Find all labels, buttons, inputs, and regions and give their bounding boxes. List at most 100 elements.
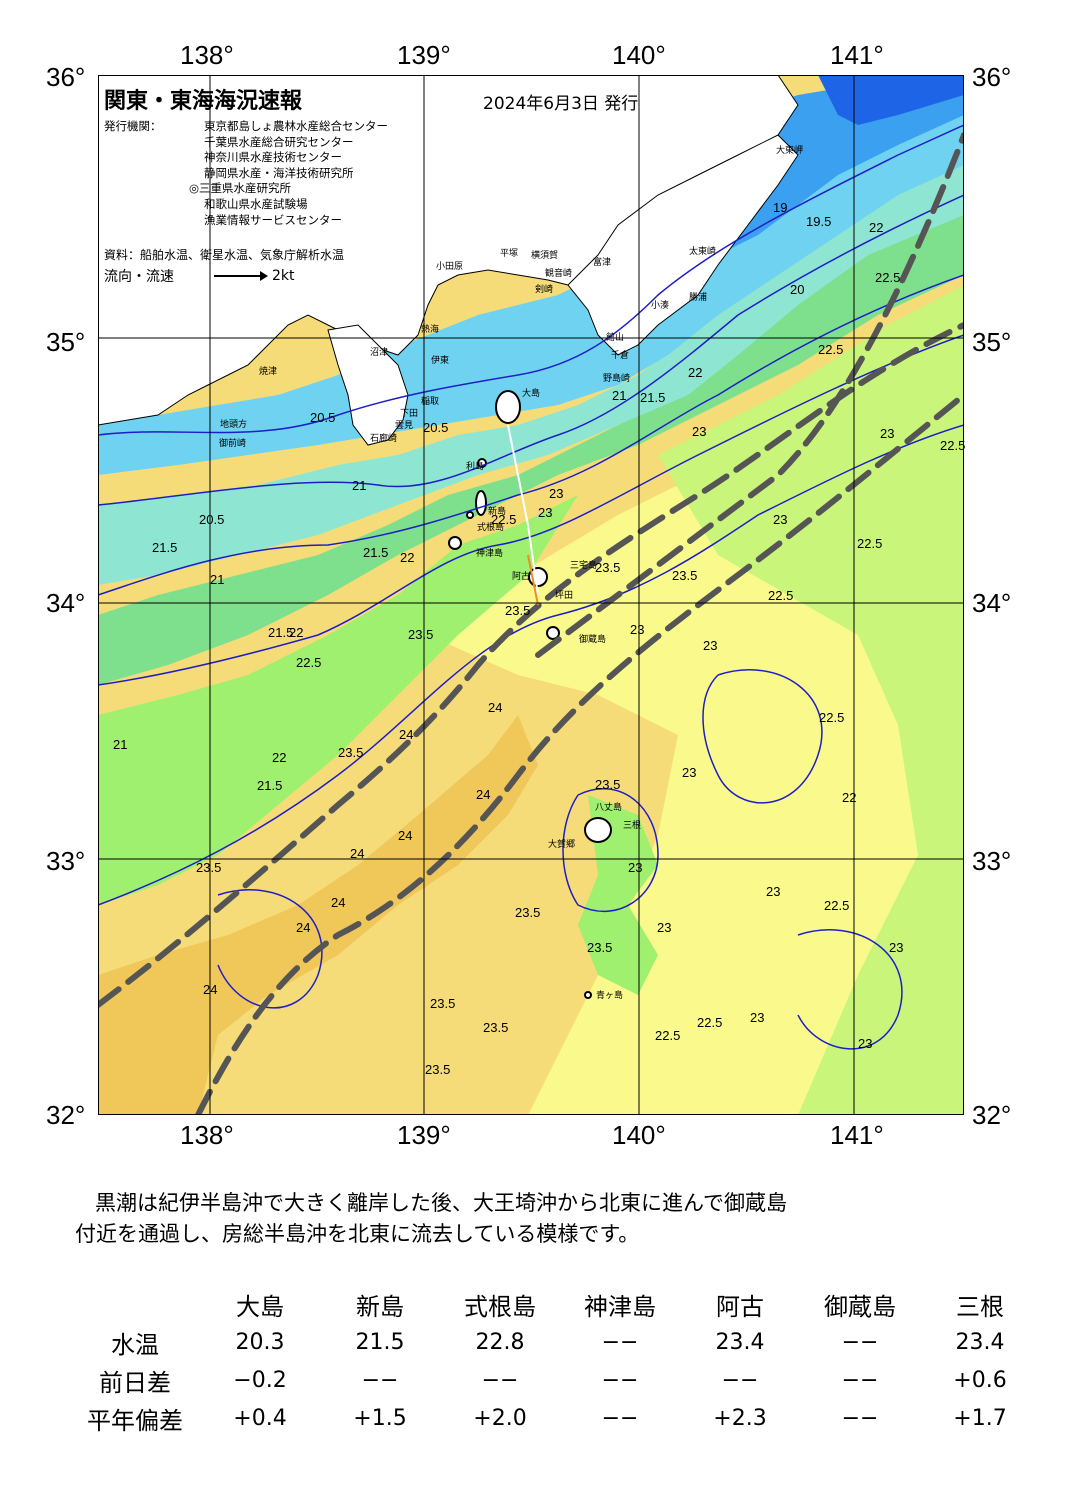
isotherm-label: 22	[289, 625, 304, 640]
isotherm-label: 21	[352, 478, 367, 493]
table-cell: +2.3	[713, 1405, 767, 1431]
place-label: 横須賀	[531, 251, 559, 261]
isotherm-label: 23	[682, 765, 697, 780]
place-label: 平塚	[500, 249, 519, 259]
isotherm-label: 22	[272, 750, 287, 765]
lat-label-left-36: 36°	[46, 62, 86, 92]
isotherm-label: 22.5	[296, 655, 322, 670]
issuer-item: 東京都島しょ農林水産総合センター	[204, 119, 388, 133]
isotherm-label: 23	[703, 638, 718, 653]
place-label: 新島	[488, 507, 507, 517]
column-header: 神津島	[584, 1292, 656, 1321]
table-cell: −−	[841, 1405, 879, 1431]
island-niijima	[475, 490, 487, 516]
lat-label-left-35: 35°	[46, 327, 86, 357]
lat-label-left-32: 32°	[46, 1100, 86, 1130]
isotherm-label: 22.5	[655, 1028, 681, 1043]
isotherm-label: 23.5	[595, 560, 621, 575]
map-title: 関東・東海海況速報	[104, 89, 303, 114]
isotherm-label: 22.5	[818, 342, 844, 357]
isotherm-label: 24	[203, 982, 218, 997]
band-21-21-5	[98, 155, 964, 585]
place-label: 坪田	[555, 591, 574, 601]
table-cell: −−	[721, 1367, 759, 1393]
column-header: 御蔵島	[824, 1292, 896, 1321]
table-cell: −−	[601, 1405, 639, 1431]
isotherm-label: 20.5	[310, 410, 336, 425]
table-cell: 20.3	[235, 1329, 285, 1355]
isotherm-label: 22	[688, 365, 703, 380]
flow-arrow-icon	[214, 271, 268, 281]
table-header-row: 大島 新島 式根島 神津島 阿古 御蔵島 三根	[70, 1285, 1040, 1323]
place-label: 三根	[623, 821, 642, 831]
isotherm-label: 23	[773, 512, 788, 527]
commentary-line: 黒潮は紀伊半島沖で大きく離岸した後、大王埼沖から北東に進んで御蔵島	[95, 1191, 787, 1215]
issuers-label: 発行機関：	[104, 119, 162, 133]
isotherm-label: 21.5	[640, 390, 666, 405]
isotherm-label: 21	[210, 572, 225, 587]
isotherm-label: 23	[858, 1036, 873, 1051]
sea-temperature-map	[98, 75, 964, 1115]
isotherm-label: 23	[657, 920, 672, 935]
island-shikinejima	[466, 511, 474, 519]
isotherm-label: 23.5	[587, 940, 613, 955]
place-label: 大東岬	[776, 146, 804, 156]
isotherm-label: 22.5	[857, 536, 883, 551]
table-cell: +0.6	[953, 1367, 1007, 1393]
land-boso-peninsula	[567, 134, 799, 356]
isotherm-label: 21.5	[257, 778, 283, 793]
table-cell: +2.0	[473, 1405, 527, 1431]
issuer-item: 和歌山県水産試験場	[204, 196, 308, 211]
lat-label-right-36: 36°	[972, 62, 1012, 92]
table-cell: 22.8	[475, 1329, 525, 1355]
table-cell: −−	[601, 1367, 639, 1393]
row-header: 前日差	[99, 1368, 171, 1397]
map-frame	[98, 75, 964, 1115]
issuer-list: 発行機関： 東京都島しょ農林水産総合センター 千葉県水産総合研究センター 神奈川県…	[104, 119, 388, 228]
table-row: 水温 20.3 21.5 22.8 −− 23.4 −− 23.4	[70, 1323, 1040, 1361]
isotherm-label: 23	[630, 622, 645, 637]
isotherm-label: 23	[628, 860, 643, 875]
isotherm-label: 19	[773, 200, 788, 215]
place-label: 雲見	[395, 421, 414, 431]
lon-label-top-140: 140°	[612, 40, 666, 70]
place-label: 下田	[400, 409, 419, 419]
isotherm-label: 22.5	[940, 438, 966, 453]
isotherm-label: 23.5	[425, 1062, 451, 1077]
table-cell: 23.4	[955, 1329, 1005, 1355]
table-cell: −0.2	[233, 1367, 287, 1393]
place-label: 式根島	[477, 523, 505, 533]
table-cell: −−	[481, 1367, 519, 1393]
isotherm-label: 23	[750, 1010, 765, 1025]
place-label: 石廊崎	[370, 434, 398, 444]
land-izu-peninsula	[327, 324, 409, 446]
isotherm-lines	[98, 124, 964, 1050]
issue-date: 2024年6月3日 発行	[483, 94, 639, 114]
place-label: 富津	[593, 258, 612, 268]
isotherm-label: 24	[350, 846, 365, 861]
island-aogashima	[584, 991, 592, 999]
place-label: 三宅島	[570, 561, 598, 571]
lat-lon-grid	[98, 75, 964, 1115]
isotherm-label: 20.5	[423, 420, 449, 435]
isotherm-label: 21	[113, 737, 128, 752]
lat-label-right-34: 34°	[972, 588, 1012, 618]
lat-label-left-34: 34°	[46, 588, 86, 618]
lon-label-top-138: 138°	[180, 40, 234, 70]
flow-label: 流向・流速	[104, 269, 174, 285]
lon-label-top-139: 139°	[397, 40, 451, 70]
isotherm-label: 23.5	[430, 996, 456, 1011]
isotherm-label: 23.5	[595, 777, 621, 792]
row-header: 平年偏差	[87, 1406, 183, 1435]
place-label: 神津島	[476, 549, 504, 559]
lon-label-bottom-139: 139°	[397, 1120, 451, 1150]
place-label: 千倉	[611, 351, 630, 361]
table-cell: −−	[601, 1329, 639, 1355]
isotherm-label: 20	[790, 282, 805, 297]
lon-label-bottom-138: 138°	[180, 1120, 234, 1150]
place-label: 伊東	[431, 356, 450, 366]
lon-label-top-141: 141°	[830, 40, 884, 70]
isotherm-label: 22.5	[875, 270, 901, 285]
table-cell: −−	[361, 1367, 399, 1393]
row-header: 水温	[111, 1330, 159, 1359]
